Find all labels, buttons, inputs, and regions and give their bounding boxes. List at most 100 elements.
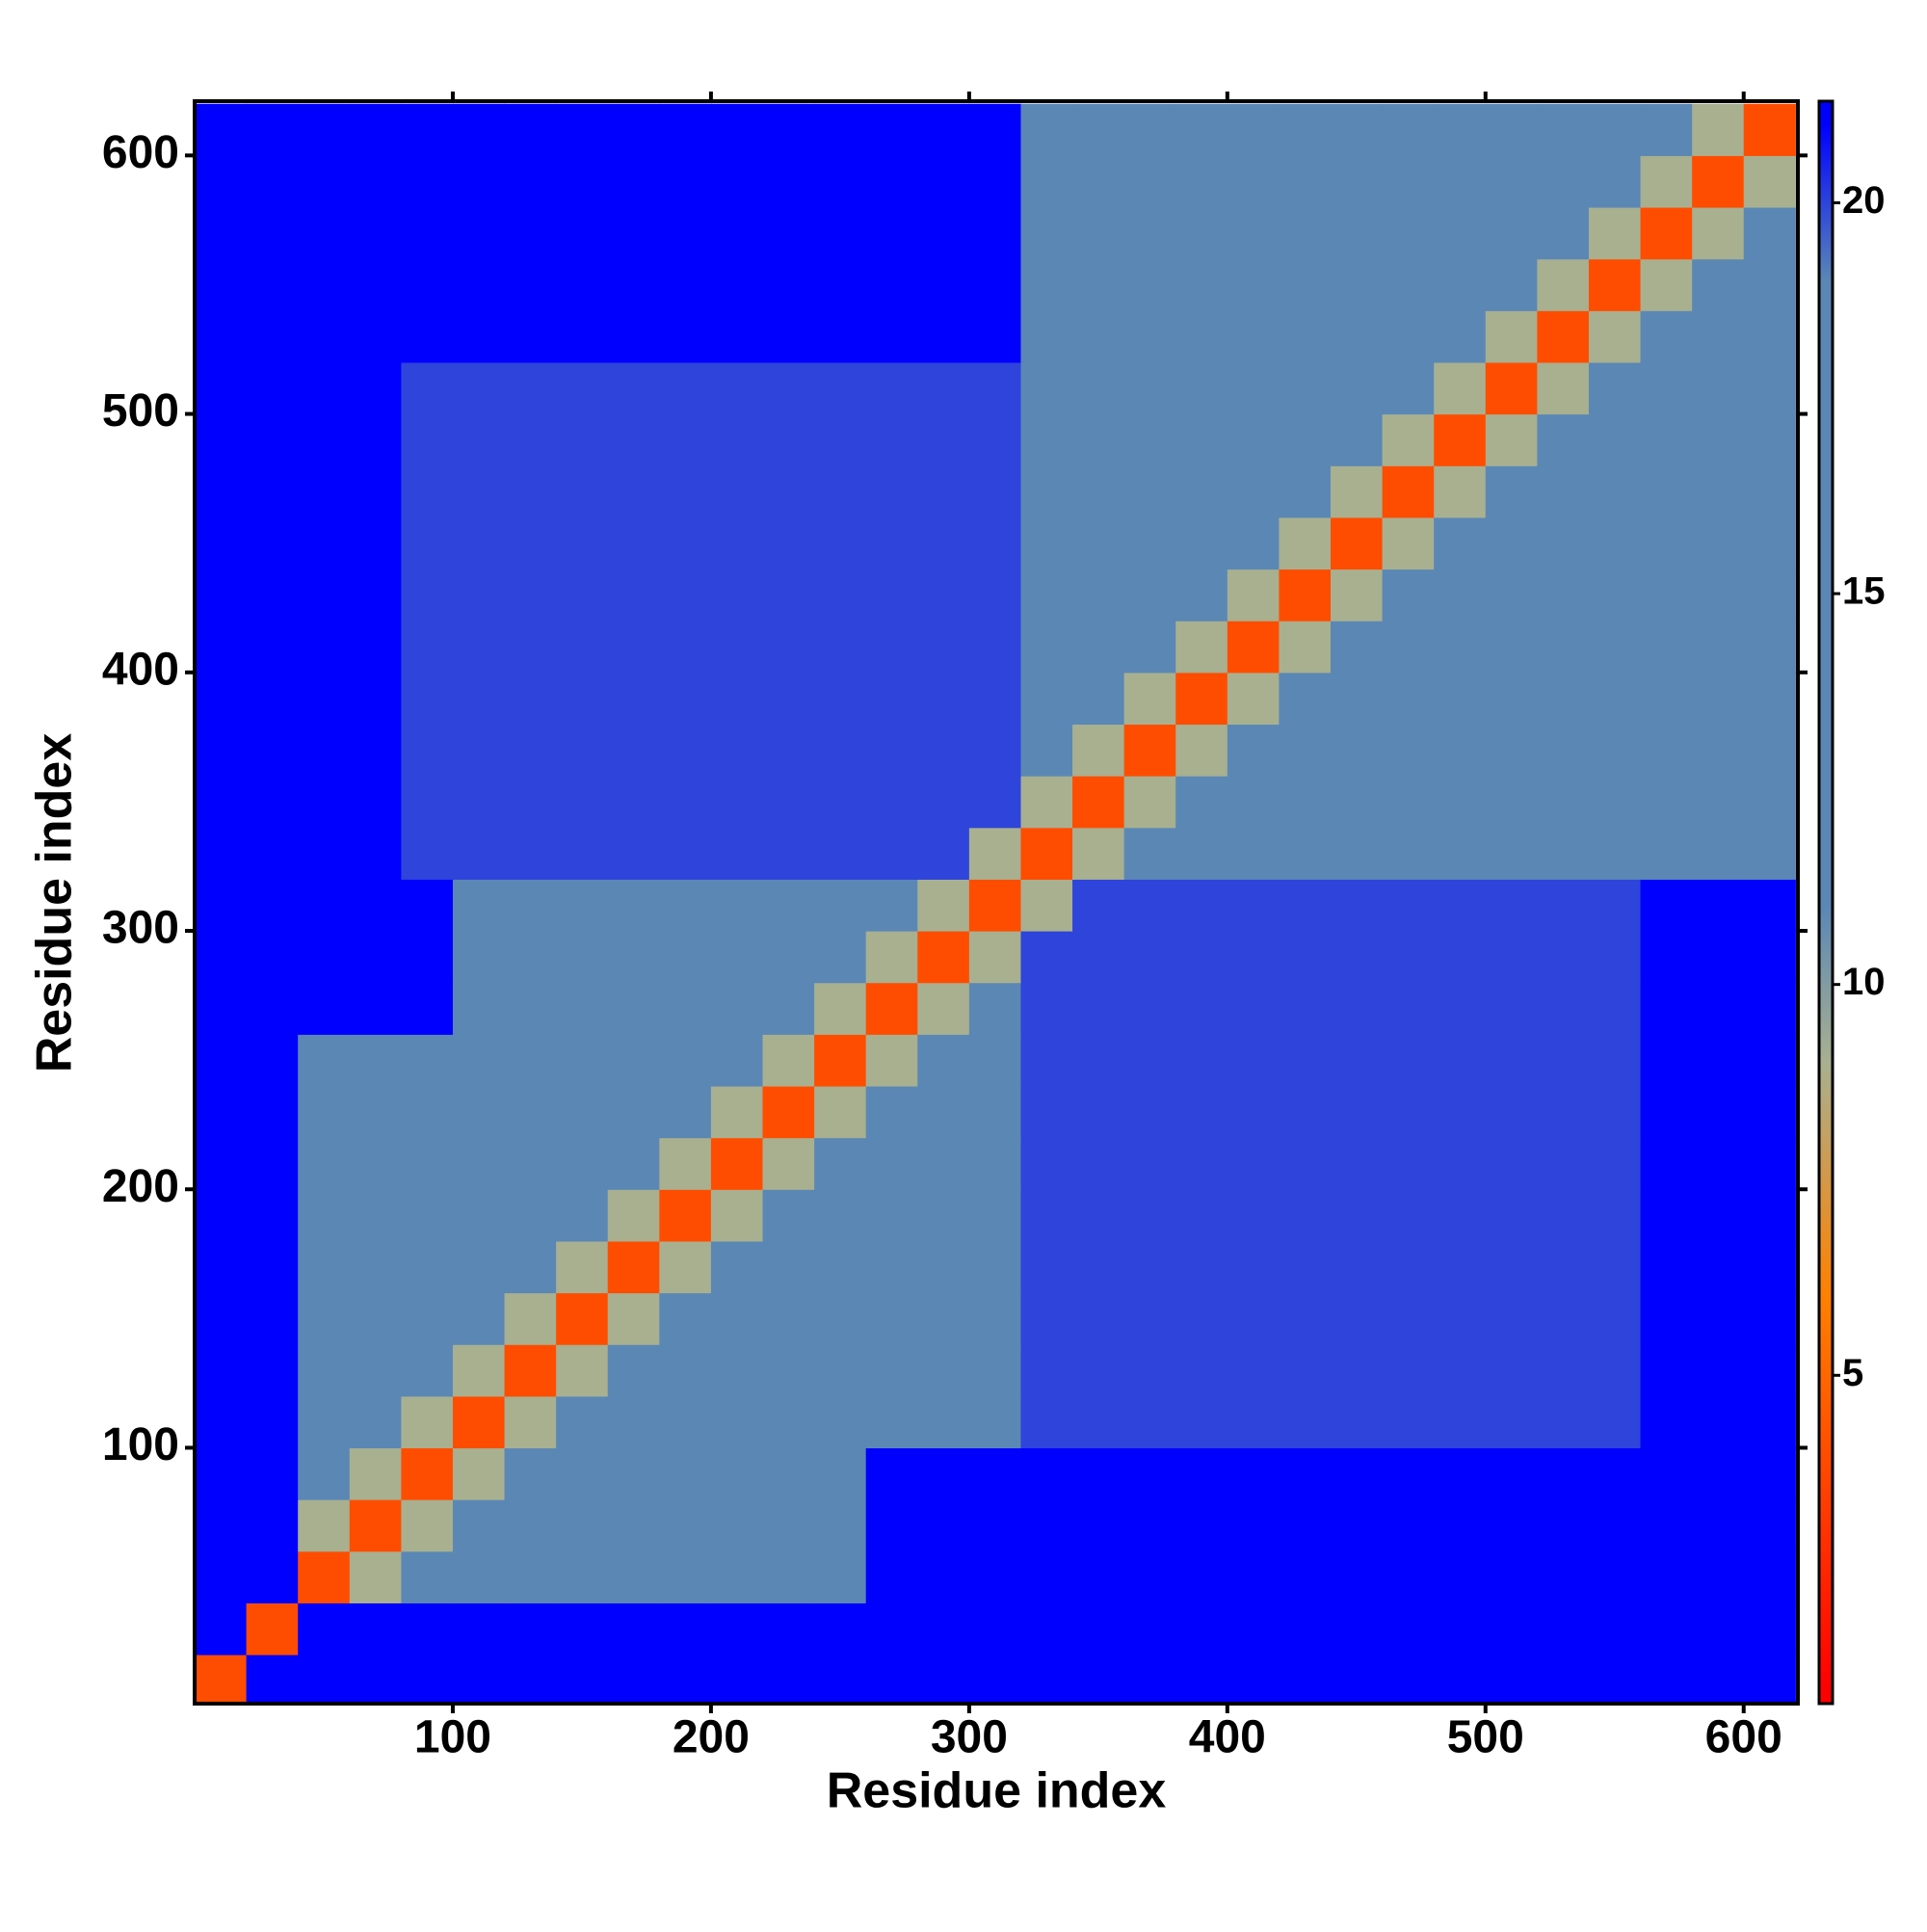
heatmap-cell (1175, 776, 1228, 829)
heatmap-cell (865, 724, 918, 777)
heatmap-cell (452, 155, 506, 208)
heatmap-cell (814, 103, 867, 156)
heatmap-cell (917, 1034, 970, 1087)
heatmap-cell (1692, 1137, 1745, 1190)
heatmap-cell (452, 879, 506, 932)
heatmap-cell (968, 931, 1022, 984)
heatmap-cell (1279, 465, 1332, 518)
heatmap-cell (1331, 569, 1384, 622)
heatmap-cell (1537, 1292, 1590, 1345)
heatmap-cell (1382, 103, 1435, 156)
heatmap-cell (1537, 103, 1590, 156)
heatmap-cell (349, 103, 402, 156)
heatmap-cell (246, 1034, 299, 1087)
heatmap-cell (452, 827, 506, 880)
heatmap-cell (1692, 1240, 1745, 1294)
heatmap-cell (1227, 465, 1280, 518)
heatmap-cell (1692, 361, 1745, 415)
heatmap-cell (1072, 569, 1125, 622)
heatmap-cell (968, 310, 1022, 363)
heatmap-cell (1434, 879, 1487, 932)
heatmap-cell (1279, 1137, 1332, 1190)
heatmap-cell (1020, 1137, 1073, 1190)
heatmap-cell (556, 1654, 609, 1704)
heatmap-cell (246, 621, 299, 674)
heatmap-cell (298, 1654, 351, 1704)
heatmap-cell (401, 1137, 454, 1190)
heatmap-cell (1020, 258, 1073, 311)
heatmap-cell (1640, 1137, 1693, 1190)
heatmap-cell (1072, 1189, 1125, 1242)
heatmap-cell (1331, 361, 1384, 415)
y-tick-label: 500 (102, 385, 179, 437)
heatmap-cell (1485, 1550, 1538, 1603)
heatmap-cell (1175, 1447, 1228, 1500)
heatmap-cell (1020, 310, 1073, 363)
heatmap-cell (762, 621, 815, 674)
heatmap-cell (607, 724, 660, 777)
heatmap-cell (659, 776, 712, 829)
heatmap-cell (452, 206, 506, 260)
heatmap-cell (1692, 879, 1745, 932)
heatmap-cell (1692, 1550, 1745, 1603)
heatmap-cell (1588, 206, 1642, 260)
heatmap-cell (1331, 982, 1384, 1035)
heatmap-cell (349, 465, 402, 518)
heatmap-cell (1434, 516, 1487, 570)
heatmap-cell (1331, 776, 1384, 829)
heatmap-cell (452, 776, 506, 829)
heatmap-cell (1434, 258, 1487, 311)
heatmap-cell (246, 206, 299, 260)
colorbar-tick-label: 20 (1842, 179, 1886, 222)
heatmap-cell (659, 672, 712, 726)
heatmap-cell (1692, 569, 1745, 622)
heatmap-cell (1692, 931, 1745, 984)
heatmap-cell (607, 1240, 660, 1294)
heatmap-cell (1072, 206, 1125, 260)
heatmap-cell (1434, 1189, 1487, 1242)
heatmap-cell (917, 310, 970, 363)
y-tick-label: 300 (102, 903, 179, 954)
heatmap-cell (659, 465, 712, 518)
heatmap-cell (349, 1499, 402, 1552)
heatmap-cell (659, 827, 712, 880)
heatmap-cell (1227, 1499, 1280, 1552)
heatmap-cell (762, 103, 815, 156)
heatmap-cell (1537, 776, 1590, 829)
heatmap-cell (504, 1292, 557, 1345)
heatmap-cell (349, 1085, 402, 1139)
heatmap-cell (1279, 258, 1332, 311)
heatmap-cell (1072, 413, 1125, 466)
heatmap-cell (1434, 1137, 1487, 1190)
heatmap-cell (1331, 1085, 1384, 1139)
heatmap-cell (401, 1085, 454, 1139)
heatmap-cell (504, 827, 557, 880)
heatmap-cell (1072, 879, 1125, 932)
heatmap-cell (865, 1189, 918, 1242)
heatmap-cell (1485, 1344, 1538, 1397)
heatmap-cell (1743, 1292, 1796, 1345)
heatmap-cell (1279, 103, 1332, 156)
heatmap-cell (401, 1550, 454, 1603)
heatmap-cell (762, 1085, 815, 1139)
heatmap-cell (1588, 1344, 1642, 1397)
heatmap-cell (1279, 1447, 1332, 1500)
heatmap-cell (1485, 672, 1538, 726)
heatmap-cell (1537, 1550, 1590, 1603)
heatmap-cell (195, 672, 248, 726)
heatmap-cell (1640, 982, 1693, 1035)
heatmap-cell (968, 879, 1022, 932)
heatmap-cell (504, 879, 557, 932)
heatmap-cell (814, 361, 867, 415)
heatmap-cell (1485, 258, 1538, 311)
heatmap-cell (1020, 1034, 1073, 1087)
heatmap-cell (504, 206, 557, 260)
heatmap-cell (1331, 103, 1384, 156)
heatmap-cell (1537, 1602, 1590, 1655)
heatmap-cell (659, 1034, 712, 1087)
heatmap-cell (659, 879, 712, 932)
heatmap-cell (1485, 827, 1538, 880)
heatmap-cell (917, 1447, 970, 1500)
heatmap-cell (1279, 413, 1332, 466)
heatmap-cell (968, 1034, 1022, 1087)
